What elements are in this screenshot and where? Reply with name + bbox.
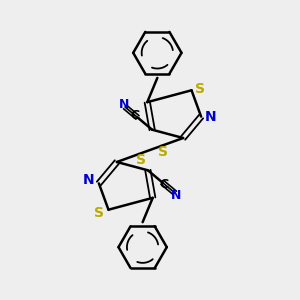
Text: C: C <box>131 109 140 122</box>
Text: S: S <box>195 82 205 96</box>
Text: C: C <box>159 178 169 191</box>
Text: S: S <box>94 206 104 220</box>
Text: N: N <box>83 173 94 188</box>
Text: N: N <box>118 98 129 110</box>
Text: S: S <box>158 145 169 159</box>
Text: N: N <box>205 110 217 124</box>
Text: S: S <box>136 153 146 167</box>
Text: N: N <box>171 190 182 202</box>
